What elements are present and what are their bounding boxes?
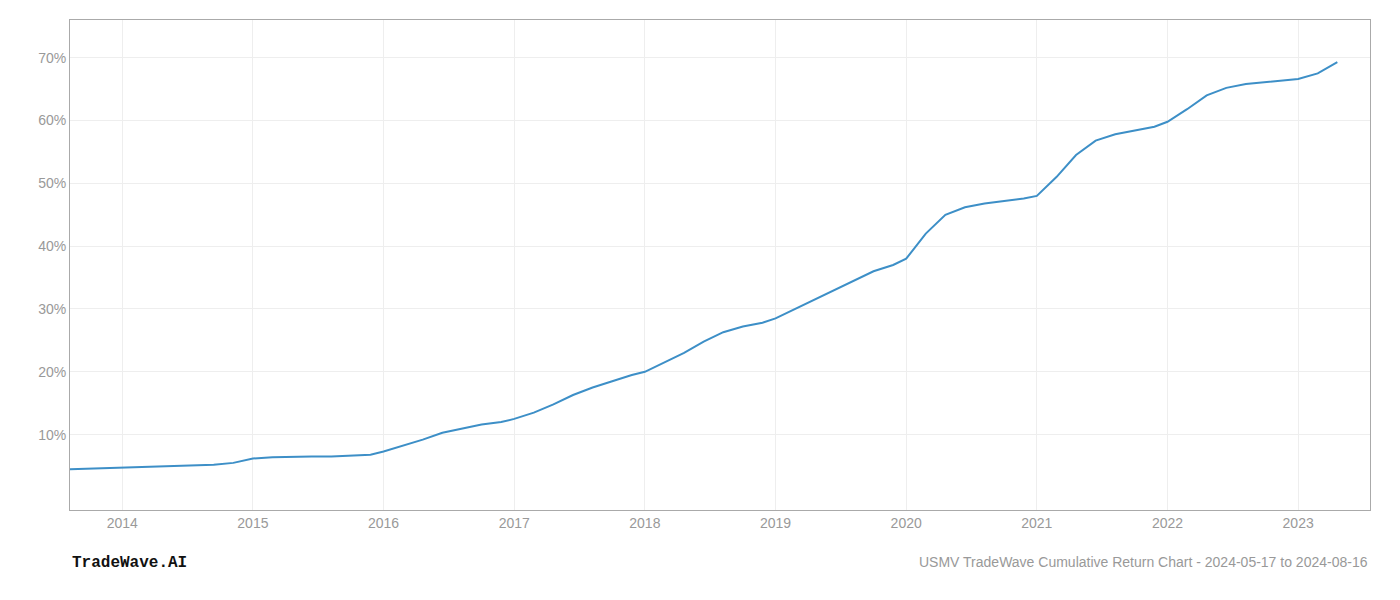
svg-text:2017: 2017 [499, 515, 530, 531]
svg-text:70%: 70% [38, 50, 66, 66]
svg-text:60%: 60% [38, 112, 66, 128]
svg-text:2022: 2022 [1152, 515, 1183, 531]
svg-text:30%: 30% [38, 301, 66, 317]
svg-text:2016: 2016 [368, 515, 399, 531]
svg-text:2023: 2023 [1283, 515, 1314, 531]
svg-text:10%: 10% [38, 427, 66, 443]
svg-text:20%: 20% [38, 364, 66, 380]
svg-text:2014: 2014 [107, 515, 138, 531]
svg-text:2018: 2018 [629, 515, 660, 531]
svg-text:50%: 50% [38, 175, 66, 191]
svg-text:2015: 2015 [237, 515, 268, 531]
svg-text:TradeWave.AI: TradeWave.AI [72, 554, 187, 572]
svg-text:40%: 40% [38, 238, 66, 254]
svg-text:2021: 2021 [1021, 515, 1052, 531]
svg-text:2019: 2019 [760, 515, 791, 531]
svg-text:2020: 2020 [891, 515, 922, 531]
svg-text:USMV TradeWave Cumulative Retu: USMV TradeWave Cumulative Return Chart -… [919, 554, 1368, 570]
